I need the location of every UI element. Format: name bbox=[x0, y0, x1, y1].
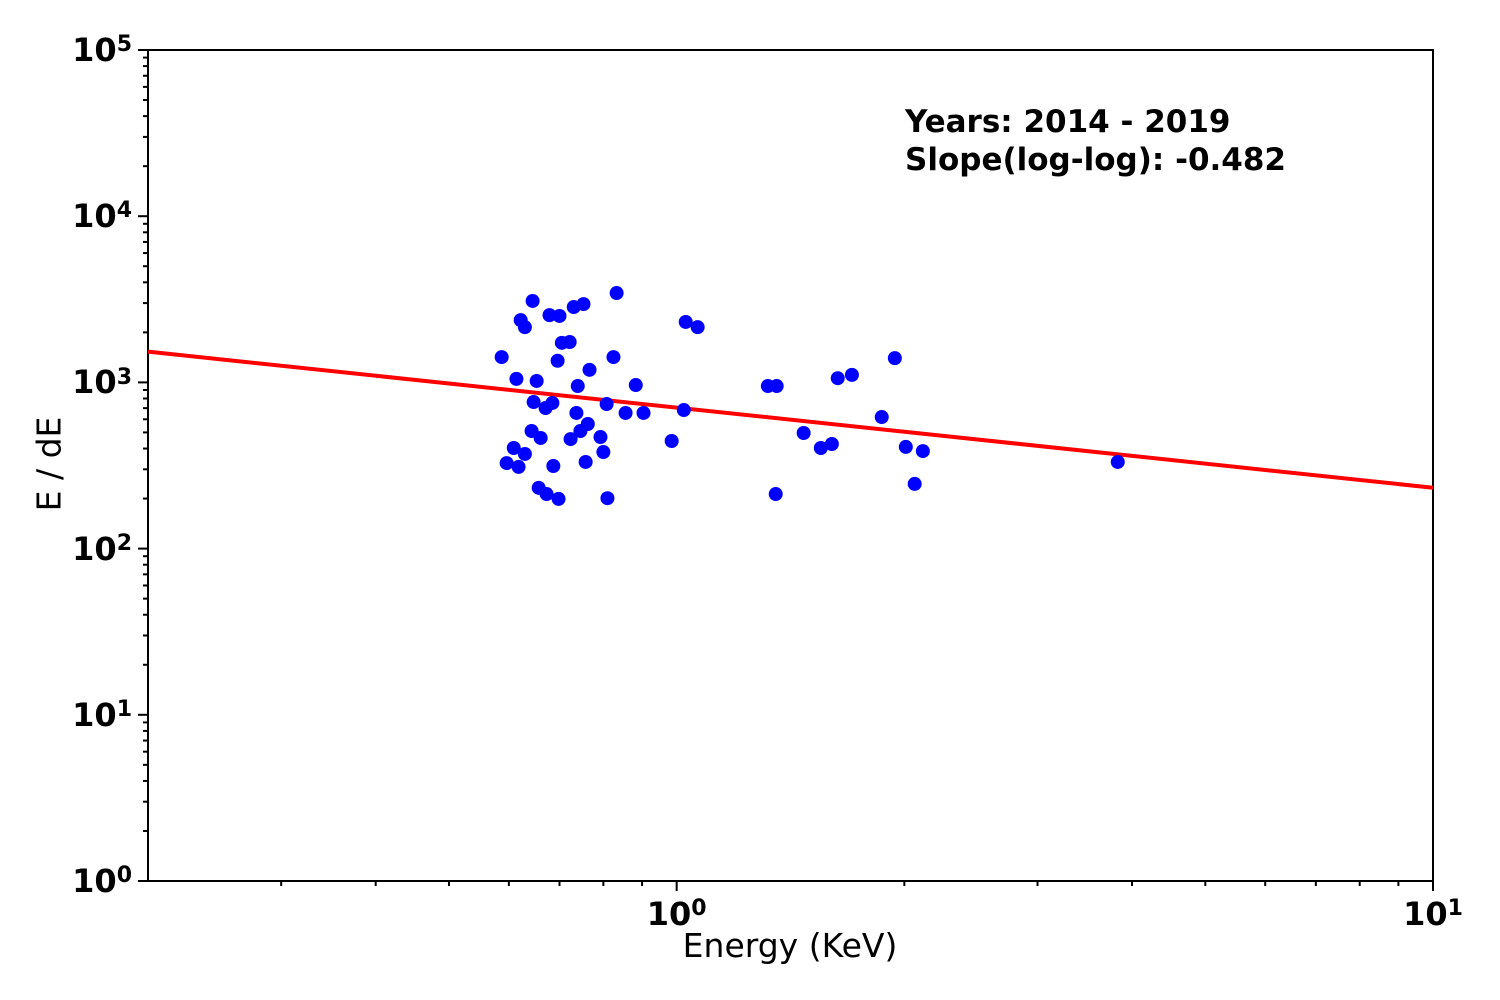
x-tick-label: 101 bbox=[1403, 895, 1463, 933]
y-tick-label: 104 bbox=[72, 197, 132, 236]
scatter-point bbox=[676, 403, 691, 418]
scatter-point bbox=[898, 439, 913, 454]
scatter-point bbox=[593, 430, 608, 445]
scatter-point bbox=[546, 459, 561, 474]
scatter-point bbox=[525, 293, 540, 308]
annotation-text: Years: 2014 - 2019 Slope(log-log): -0.48… bbox=[905, 103, 1286, 179]
scatter-point bbox=[887, 351, 902, 366]
scatter-point bbox=[494, 350, 509, 365]
scatter-point bbox=[582, 362, 597, 377]
scatter-point bbox=[824, 436, 839, 451]
scatter-point bbox=[578, 454, 593, 469]
scatter-point bbox=[542, 308, 557, 323]
y-tick-label: 105 bbox=[72, 31, 132, 69]
scatter-point bbox=[562, 335, 577, 350]
scatter-point bbox=[551, 491, 566, 506]
x-tick-label: 100 bbox=[646, 895, 707, 933]
scatter-point bbox=[511, 459, 526, 474]
fit-line bbox=[147, 349, 1434, 490]
scatter-point bbox=[1110, 454, 1125, 469]
scatter-point bbox=[576, 297, 591, 312]
scatter-point bbox=[830, 371, 845, 386]
scatter-point bbox=[628, 378, 643, 393]
scatter-point bbox=[769, 379, 784, 394]
scatter-point bbox=[768, 487, 783, 502]
scatter-point bbox=[690, 320, 705, 335]
y-tick-label: 103 bbox=[72, 363, 132, 402]
scatter-point bbox=[539, 487, 554, 502]
scatter-point bbox=[552, 308, 567, 323]
scatter-point bbox=[813, 440, 828, 455]
y-tick-label: 101 bbox=[72, 695, 132, 734]
scatter-point bbox=[636, 405, 651, 420]
scatter-point bbox=[599, 397, 614, 412]
scatter-point bbox=[600, 491, 615, 506]
scatter-point bbox=[596, 445, 611, 460]
scatter-point bbox=[506, 440, 521, 455]
annotation-years: Years: 2014 - 2019 bbox=[905, 104, 1231, 140]
x-axis-label: Energy (KeV) bbox=[682, 926, 898, 965]
plot-frame bbox=[147, 49, 1434, 882]
scatter-point bbox=[569, 405, 584, 420]
scatter-point bbox=[573, 424, 588, 439]
annotation-slope: Slope(log-log): -0.482 bbox=[905, 142, 1287, 178]
scatter-point bbox=[509, 371, 524, 386]
scatter-point bbox=[570, 379, 585, 394]
scatter-point bbox=[529, 373, 544, 388]
scatter-point bbox=[915, 444, 930, 459]
scatter-point bbox=[538, 401, 553, 416]
scatter-point bbox=[550, 353, 565, 368]
y-tick-label: 102 bbox=[72, 529, 132, 568]
scatter-point bbox=[517, 446, 532, 461]
scatter-point bbox=[499, 456, 514, 471]
y-axis-label: E / dE bbox=[29, 416, 69, 512]
scatter-point bbox=[533, 430, 548, 445]
scatter-point bbox=[563, 432, 578, 447]
scatter-point bbox=[517, 320, 532, 335]
scatter-point bbox=[606, 350, 621, 365]
scatter-point bbox=[609, 286, 624, 301]
scatter-point bbox=[844, 367, 859, 382]
scatter-point bbox=[678, 314, 693, 329]
scatter-point bbox=[874, 410, 889, 425]
scatter-point bbox=[618, 405, 633, 420]
y-tick-label: 100 bbox=[72, 862, 132, 900]
scatter-point bbox=[526, 395, 541, 410]
scatter-point bbox=[664, 434, 679, 449]
scatter-point bbox=[796, 426, 811, 441]
scatter-point bbox=[907, 476, 922, 491]
